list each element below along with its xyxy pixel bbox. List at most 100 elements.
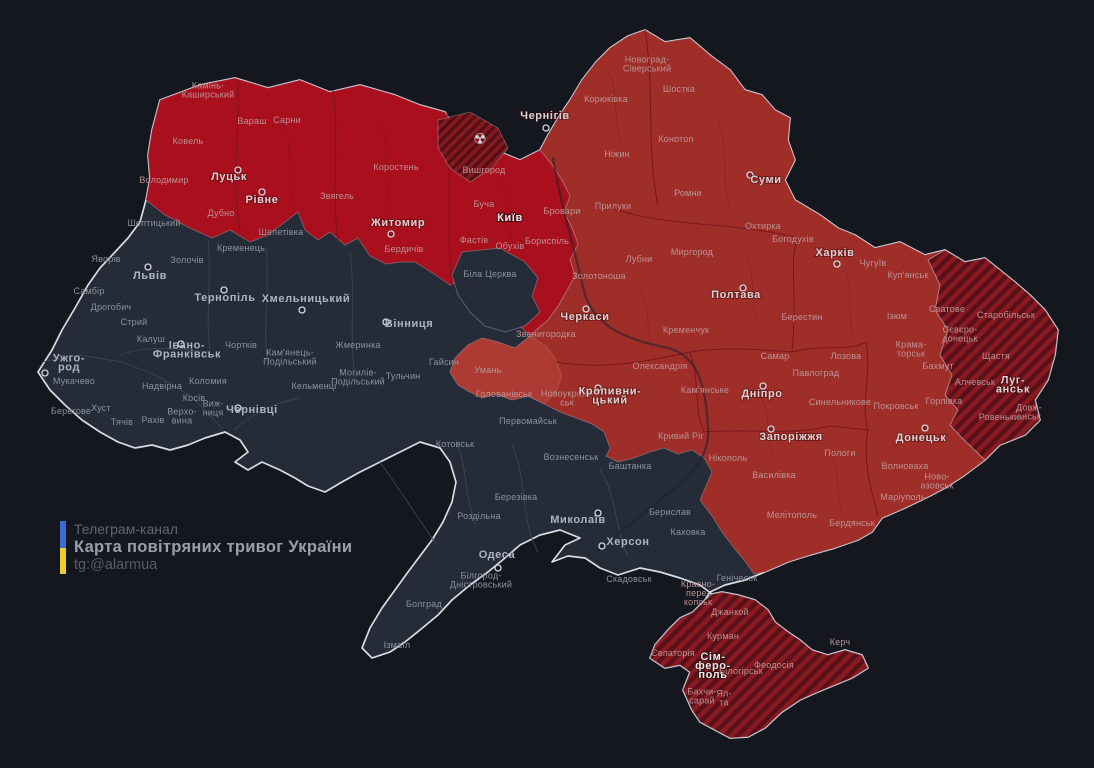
city-label: Прилуки [595, 201, 632, 211]
capital-label: Ужго-род [53, 353, 85, 374]
city-label: Верхо-вина [167, 407, 197, 426]
city-label: Звягель [320, 191, 354, 201]
city-marker [258, 188, 266, 196]
capital-label: Черкаси [560, 311, 609, 323]
city-label: Ровеньки [979, 412, 1020, 422]
city-marker [746, 171, 754, 179]
city-label: Старобільськ [977, 310, 1035, 320]
chernobyl-exclusion-zone [437, 111, 509, 183]
city-marker [41, 369, 49, 377]
city-label: Павлоград [793, 368, 840, 378]
city-label: Скадовськ [606, 574, 652, 584]
city-label: Кременчук [663, 325, 709, 335]
city-label: Бердичів [384, 244, 423, 254]
city-label: Волноваха [882, 461, 929, 471]
city-label: Дрогобич [91, 302, 132, 312]
capital-label: Тернопіль [194, 292, 255, 304]
city-marker [177, 340, 185, 348]
city-marker [382, 318, 390, 326]
city-label: Кривий Ріг [658, 431, 704, 441]
city-label: Звенигородка [516, 329, 576, 339]
city-label: Конотоп [658, 134, 693, 144]
city-marker [759, 382, 767, 390]
city-label: Білогірськ [719, 666, 763, 676]
city-label: Новоград-Сіверський [623, 55, 671, 74]
ukraine-flag-bar [60, 521, 66, 574]
city-label: Володимир [139, 175, 188, 185]
city-label: Первомайськ [499, 416, 557, 426]
city-label: Крама-торськ [896, 340, 927, 359]
city-marker [542, 124, 550, 132]
city-label: Бахмут [922, 361, 954, 371]
city-marker [220, 286, 228, 294]
city-marker [234, 404, 242, 412]
city-label: Мелітополь [767, 510, 817, 520]
city-label: Ново-азовськ [920, 472, 953, 491]
city-label: Красно-пере-копськ [681, 579, 715, 607]
city-label: Новоукраїн-ськ [541, 389, 593, 408]
city-label: Шептицький [127, 218, 180, 228]
city-label: Євпаторія [651, 648, 695, 658]
city-label: Калуш [137, 334, 165, 344]
city-label: Біла Церква [463, 269, 516, 279]
city-label: Ромни [674, 188, 702, 198]
city-label: Довж-анськ [1016, 403, 1042, 422]
city-label: Золотоноша [572, 271, 626, 281]
city-label: Курман [707, 631, 739, 641]
city-label: Котовськ [436, 439, 474, 449]
city-label: Синельникове [809, 397, 871, 407]
city-label: Щастя [982, 351, 1010, 361]
city-label: Могилів-Подільський [331, 368, 385, 387]
legend-telegram-handle: tg:@alarmua [74, 557, 158, 573]
city-label: Маріуполь [880, 492, 926, 502]
city-label: Богодухів [772, 234, 814, 244]
city-label: Лозова [831, 351, 862, 361]
city-label: Камінь-Каширський [182, 81, 235, 100]
city-label: Жмеринка [335, 340, 380, 350]
legend-channel-type: Телеграм-канал [74, 521, 178, 537]
occupied-zone-luhansk [927, 249, 1059, 461]
city-label: Тячів [111, 417, 133, 427]
flag-blue-stripe [60, 521, 66, 548]
city-label: Рахів [142, 415, 165, 425]
city-label: Ізмаїл [384, 640, 411, 650]
city-label: Нікополь [709, 453, 748, 463]
city-label: Надвірна [142, 381, 182, 391]
city-label: Дубно [207, 208, 234, 218]
city-label: Пологи [824, 448, 855, 458]
city-marker [494, 564, 502, 572]
city-label: Сватове [929, 304, 965, 314]
city-label: Берислав [649, 507, 691, 517]
city-label: Березівка [495, 492, 538, 502]
capital-label: Запоріжжя [759, 431, 823, 443]
city-marker [739, 284, 747, 292]
city-marker [582, 305, 590, 313]
legend: Телеграм-канал Карта повітряних тривог У… [60, 521, 352, 574]
city-label: Стрий [121, 317, 148, 327]
capital-label: Івано-Франківськ [153, 340, 221, 361]
city-marker [234, 166, 242, 174]
city-label: Болград [406, 599, 442, 609]
city-label: Генічеськ [717, 573, 758, 583]
city-label: Роздільна [457, 511, 500, 521]
city-label: Шостка [663, 84, 695, 94]
city-label: Охтирка [745, 221, 781, 231]
city-label: Тульчин [386, 371, 421, 381]
city-label: Куп'янськ [887, 270, 928, 280]
city-marker [594, 384, 602, 392]
city-marker [144, 263, 152, 271]
city-label: Золочів [170, 255, 203, 265]
city-label: Берестин [781, 312, 822, 322]
city-label: Алчевськ [955, 377, 995, 387]
city-label: Бровари [543, 206, 580, 216]
city-label: Керч [830, 637, 851, 647]
city-label: Кельменці [291, 381, 336, 391]
city-label: Косів [183, 393, 206, 403]
city-label: Сєвєро-донецьк [942, 325, 977, 344]
city-marker [767, 425, 775, 433]
capital-label: Одеса [479, 549, 516, 561]
city-label: Коломия [189, 376, 227, 386]
city-label: Сарни [273, 115, 301, 125]
